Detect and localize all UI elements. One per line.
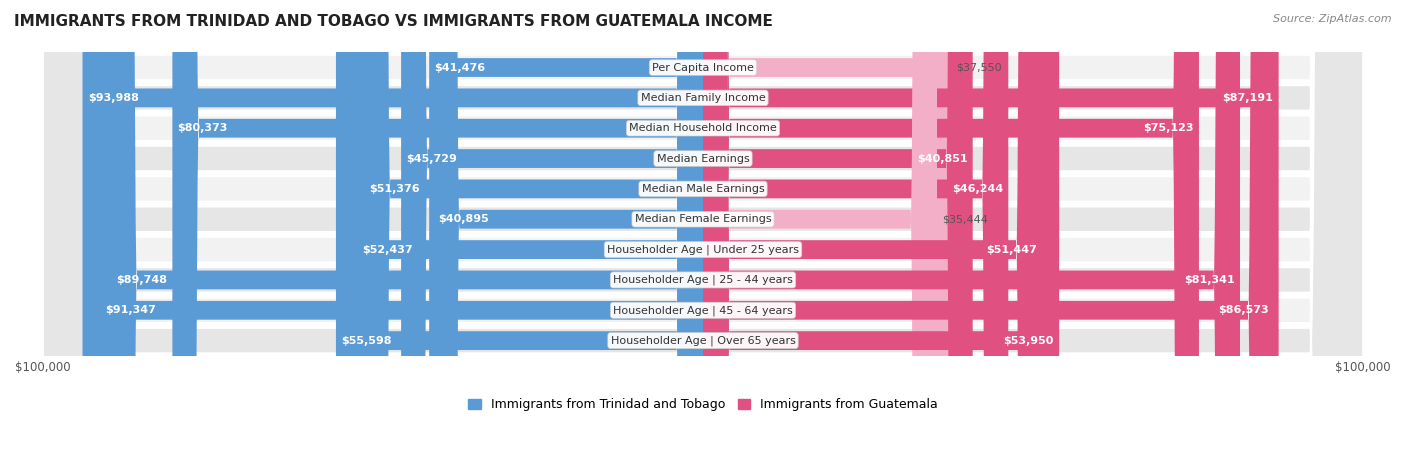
Text: Median Family Income: Median Family Income <box>641 93 765 103</box>
FancyBboxPatch shape <box>703 0 1275 467</box>
FancyBboxPatch shape <box>42 0 1364 467</box>
FancyBboxPatch shape <box>429 0 703 467</box>
Text: $93,988: $93,988 <box>87 93 139 103</box>
FancyBboxPatch shape <box>42 0 1364 467</box>
Text: $53,950: $53,950 <box>1004 336 1054 346</box>
FancyBboxPatch shape <box>364 0 703 467</box>
Text: Householder Age | 25 - 44 years: Householder Age | 25 - 44 years <box>613 275 793 285</box>
Text: $52,437: $52,437 <box>363 245 413 255</box>
FancyBboxPatch shape <box>703 0 950 467</box>
FancyBboxPatch shape <box>42 0 1364 467</box>
Text: $51,376: $51,376 <box>370 184 420 194</box>
Text: $40,851: $40,851 <box>917 154 967 163</box>
Text: Median Earnings: Median Earnings <box>657 154 749 163</box>
Text: Per Capita Income: Per Capita Income <box>652 63 754 72</box>
Text: $55,598: $55,598 <box>342 336 392 346</box>
Text: Householder Age | Under 25 years: Householder Age | Under 25 years <box>607 244 799 255</box>
Text: $41,476: $41,476 <box>434 63 485 72</box>
Text: Median Female Earnings: Median Female Earnings <box>634 214 772 224</box>
FancyBboxPatch shape <box>703 0 1043 467</box>
Text: $75,123: $75,123 <box>1143 123 1194 133</box>
Text: $45,729: $45,729 <box>406 154 457 163</box>
FancyBboxPatch shape <box>703 0 936 467</box>
Legend: Immigrants from Trinidad and Tobago, Immigrants from Guatemala: Immigrants from Trinidad and Tobago, Imm… <box>463 393 943 416</box>
Text: Householder Age | 45 - 64 years: Householder Age | 45 - 64 years <box>613 305 793 316</box>
FancyBboxPatch shape <box>401 0 703 467</box>
Text: $86,573: $86,573 <box>1219 305 1270 315</box>
FancyBboxPatch shape <box>703 0 1278 467</box>
Text: $80,373: $80,373 <box>177 123 228 133</box>
FancyBboxPatch shape <box>42 0 1364 467</box>
FancyBboxPatch shape <box>357 0 703 467</box>
FancyBboxPatch shape <box>42 0 1364 467</box>
FancyBboxPatch shape <box>42 0 1364 467</box>
FancyBboxPatch shape <box>42 0 1364 467</box>
FancyBboxPatch shape <box>703 0 1008 467</box>
FancyBboxPatch shape <box>173 0 703 467</box>
Text: Median Household Income: Median Household Income <box>628 123 778 133</box>
FancyBboxPatch shape <box>111 0 703 467</box>
Text: IMMIGRANTS FROM TRINIDAD AND TOBAGO VS IMMIGRANTS FROM GUATEMALA INCOME: IMMIGRANTS FROM TRINIDAD AND TOBAGO VS I… <box>14 14 773 29</box>
Text: $35,444: $35,444 <box>942 214 988 224</box>
FancyBboxPatch shape <box>703 0 1199 467</box>
Text: $46,244: $46,244 <box>952 184 1002 194</box>
Text: Median Male Earnings: Median Male Earnings <box>641 184 765 194</box>
FancyBboxPatch shape <box>703 0 1240 467</box>
Text: Source: ZipAtlas.com: Source: ZipAtlas.com <box>1274 14 1392 24</box>
Text: $81,341: $81,341 <box>1184 275 1234 285</box>
FancyBboxPatch shape <box>42 0 1364 467</box>
Text: $89,748: $89,748 <box>115 275 167 285</box>
FancyBboxPatch shape <box>42 0 1364 467</box>
Text: $91,347: $91,347 <box>105 305 156 315</box>
Text: $37,550: $37,550 <box>956 63 1002 72</box>
Text: $87,191: $87,191 <box>1222 93 1274 103</box>
FancyBboxPatch shape <box>83 0 703 467</box>
FancyBboxPatch shape <box>42 0 1364 467</box>
FancyBboxPatch shape <box>703 0 973 467</box>
Text: $51,447: $51,447 <box>987 245 1038 255</box>
FancyBboxPatch shape <box>100 0 703 467</box>
FancyBboxPatch shape <box>336 0 703 467</box>
Text: $40,895: $40,895 <box>439 214 489 224</box>
FancyBboxPatch shape <box>703 0 1059 467</box>
Text: Householder Age | Over 65 years: Householder Age | Over 65 years <box>610 335 796 346</box>
FancyBboxPatch shape <box>433 0 703 467</box>
